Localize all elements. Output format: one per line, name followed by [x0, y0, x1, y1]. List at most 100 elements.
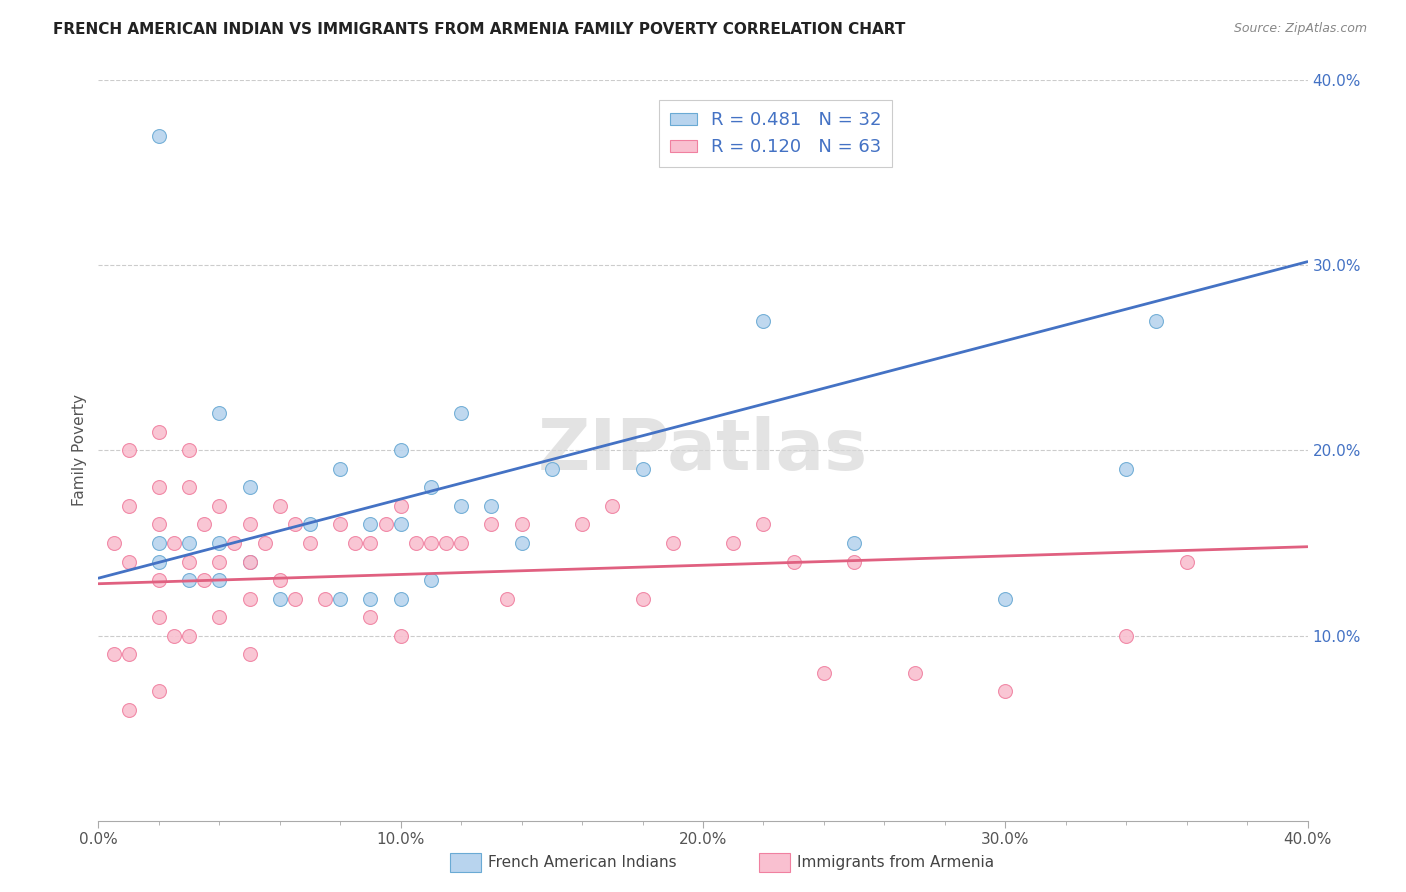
Point: [179, 536, 201, 550]
Point: [420, 536, 443, 550]
Point: [994, 684, 1017, 698]
Point: [118, 703, 141, 717]
Point: [208, 536, 231, 550]
Y-axis label: Family Poverty: Family Poverty: [72, 394, 87, 507]
Point: [420, 573, 443, 587]
Point: [481, 517, 503, 532]
Point: [118, 499, 141, 513]
Point: [269, 573, 291, 587]
Point: [844, 554, 866, 569]
Point: [661, 536, 683, 550]
Point: [389, 591, 412, 606]
Point: [163, 536, 186, 550]
Point: [1144, 314, 1167, 328]
Point: [193, 517, 215, 532]
Point: [329, 591, 352, 606]
Point: [360, 610, 382, 624]
Point: [239, 517, 262, 532]
Text: Source: ZipAtlas.com: Source: ZipAtlas.com: [1233, 22, 1367, 36]
Point: [208, 610, 231, 624]
Point: [148, 610, 170, 624]
Point: [208, 573, 231, 587]
Point: [481, 499, 503, 513]
Point: [844, 536, 866, 550]
Point: [299, 517, 322, 532]
Legend: R = 0.481   N = 32, R = 0.120   N = 63: R = 0.481 N = 32, R = 0.120 N = 63: [658, 101, 893, 167]
Point: [179, 554, 201, 569]
Point: [571, 517, 593, 532]
Point: [602, 499, 624, 513]
Point: [148, 684, 170, 698]
Point: [389, 628, 412, 642]
Point: [148, 425, 170, 439]
Point: [148, 481, 170, 495]
Point: [239, 554, 262, 569]
Point: [269, 499, 291, 513]
Point: [360, 591, 382, 606]
Point: [208, 407, 231, 421]
Point: [269, 591, 291, 606]
Point: [284, 517, 307, 532]
Point: [405, 536, 427, 550]
Point: [495, 591, 517, 606]
Point: [103, 536, 125, 550]
Point: [329, 517, 352, 532]
Point: [299, 536, 322, 550]
Point: [434, 536, 457, 550]
Point: [389, 499, 412, 513]
Point: [239, 591, 262, 606]
Point: [631, 462, 654, 476]
Point: [208, 554, 231, 569]
Point: [510, 517, 533, 532]
Point: [193, 573, 215, 587]
Point: [239, 647, 262, 661]
Point: [329, 462, 352, 476]
Text: Immigrants from Armenia: Immigrants from Armenia: [797, 855, 994, 870]
Point: [752, 517, 775, 532]
Point: [783, 554, 806, 569]
Point: [253, 536, 276, 550]
Point: [103, 647, 125, 661]
Point: [118, 554, 141, 569]
Text: ZIPatlas: ZIPatlas: [538, 416, 868, 485]
Point: [994, 591, 1017, 606]
Point: [360, 517, 382, 532]
Point: [389, 517, 412, 532]
Point: [389, 443, 412, 458]
Point: [450, 499, 472, 513]
Point: [118, 443, 141, 458]
Text: French American Indians: French American Indians: [488, 855, 676, 870]
Point: [179, 443, 201, 458]
Point: [148, 554, 170, 569]
Point: [179, 481, 201, 495]
Point: [723, 536, 745, 550]
Point: [148, 517, 170, 532]
Point: [360, 536, 382, 550]
Point: [1115, 462, 1137, 476]
Point: [450, 536, 472, 550]
Point: [179, 628, 201, 642]
Point: [284, 591, 307, 606]
Point: [179, 573, 201, 587]
Point: [224, 536, 246, 550]
Point: [239, 554, 262, 569]
Point: [510, 536, 533, 550]
Point: [208, 499, 231, 513]
Point: [148, 573, 170, 587]
Point: [540, 462, 562, 476]
Point: [813, 665, 835, 680]
Point: [314, 591, 336, 606]
Point: [374, 517, 396, 532]
Point: [1115, 628, 1137, 642]
Point: [148, 128, 170, 143]
Point: [344, 536, 367, 550]
Point: [752, 314, 775, 328]
Point: [904, 665, 927, 680]
Point: [1175, 554, 1198, 569]
Text: FRENCH AMERICAN INDIAN VS IMMIGRANTS FROM ARMENIA FAMILY POVERTY CORRELATION CHA: FRENCH AMERICAN INDIAN VS IMMIGRANTS FRO…: [53, 22, 905, 37]
Point: [148, 536, 170, 550]
Point: [420, 481, 443, 495]
Point: [239, 481, 262, 495]
Point: [631, 591, 654, 606]
Point: [163, 628, 186, 642]
